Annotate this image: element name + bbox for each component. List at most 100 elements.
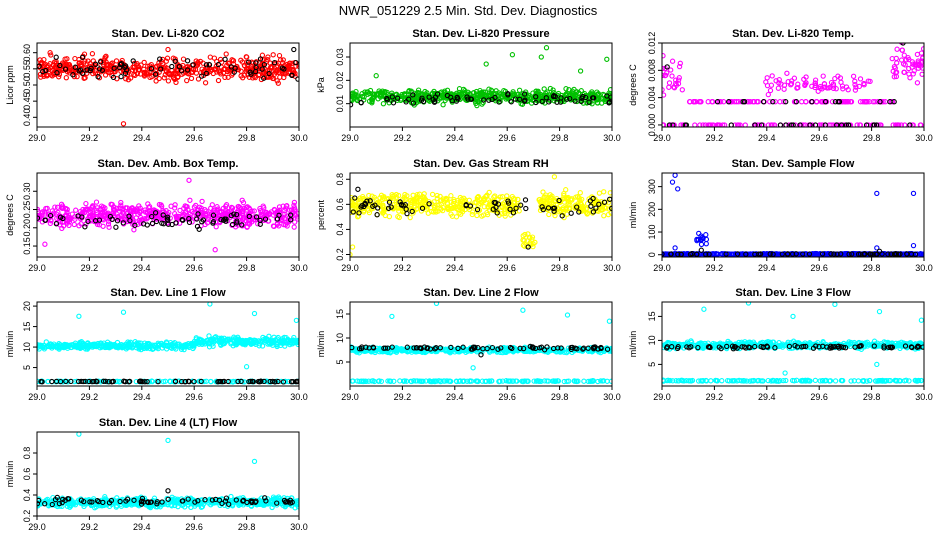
data-point <box>217 69 223 75</box>
data-point <box>42 241 48 247</box>
data-point <box>194 216 200 222</box>
data-point <box>461 378 467 384</box>
data-point <box>379 196 386 203</box>
data-point <box>900 61 907 67</box>
data-point <box>152 68 159 74</box>
panel-title: Stan. Dev. Line 1 Flow <box>110 287 226 299</box>
points <box>37 302 299 385</box>
data-point <box>510 210 517 216</box>
data-point <box>849 251 855 257</box>
data-point <box>426 201 432 207</box>
data-point <box>440 102 446 108</box>
points <box>37 46 299 127</box>
data-point <box>101 58 107 64</box>
data-point <box>38 342 44 349</box>
data-point <box>433 207 439 214</box>
data-point <box>832 75 838 82</box>
data-point <box>366 192 372 199</box>
data-point <box>194 339 200 346</box>
data-point <box>195 76 202 82</box>
data-point <box>120 121 127 127</box>
y-tick-label: 0.01 <box>335 95 345 113</box>
x-tick-label: 29.4 <box>758 263 776 273</box>
data-point <box>480 99 486 106</box>
data-point <box>243 54 249 60</box>
y-tick-label: 0.4 <box>335 223 345 236</box>
data-point <box>295 76 299 82</box>
data-point <box>290 68 297 74</box>
data-point <box>243 364 250 370</box>
x-tick-label: 29.6 <box>185 392 203 402</box>
data-point <box>381 193 387 200</box>
data-point <box>662 122 666 127</box>
data-point <box>172 202 178 208</box>
data-point <box>564 349 570 356</box>
data-point <box>513 205 519 211</box>
data-point <box>140 221 147 227</box>
data-point <box>404 210 410 217</box>
y-tick-label: 10 <box>22 342 32 352</box>
data-point <box>550 87 556 93</box>
data-point <box>885 251 891 257</box>
data-point <box>87 61 93 67</box>
data-point <box>202 80 209 86</box>
data-point <box>402 92 408 99</box>
data-point <box>697 99 704 105</box>
data-point <box>522 378 528 384</box>
data-point <box>175 378 182 384</box>
data-point <box>809 122 816 127</box>
data-point <box>440 196 446 202</box>
data-point <box>544 378 550 384</box>
data-point <box>100 223 106 229</box>
data-point <box>419 205 426 211</box>
data-point <box>391 201 398 208</box>
data-point <box>474 206 481 213</box>
data-point <box>407 214 413 221</box>
data-point <box>481 95 487 101</box>
data-point <box>95 340 101 347</box>
series-selected <box>37 210 294 232</box>
y-tick-label: 200 <box>647 202 657 217</box>
data-point <box>483 61 489 67</box>
data-point <box>862 99 868 105</box>
data-point <box>89 205 95 211</box>
data-point <box>190 62 196 68</box>
data-point <box>380 209 387 215</box>
data-point <box>451 198 457 205</box>
data-point <box>160 212 166 218</box>
data-point <box>59 343 66 349</box>
data-point <box>752 122 758 127</box>
data-point <box>865 122 872 127</box>
data-point <box>47 220 54 227</box>
data-point <box>227 378 233 385</box>
data-point <box>507 98 514 104</box>
data-point <box>132 339 138 345</box>
data-point <box>703 251 709 257</box>
x-tick-label: 29.4 <box>446 263 464 273</box>
data-point <box>81 75 87 81</box>
data-point <box>873 122 880 127</box>
points <box>662 173 924 257</box>
data-point <box>231 69 237 75</box>
data-point <box>838 251 844 257</box>
data-point <box>793 251 799 257</box>
x-tick-label: 29.6 <box>498 133 516 143</box>
data-point <box>838 99 845 105</box>
data-point <box>48 52 54 58</box>
data-point <box>410 100 417 106</box>
data-point <box>37 212 41 219</box>
data-point <box>767 99 773 105</box>
data-point <box>716 99 722 105</box>
data-point <box>876 248 883 254</box>
data-point <box>418 208 425 214</box>
data-point <box>98 206 104 212</box>
data-point <box>580 346 586 352</box>
data-point <box>734 251 741 257</box>
data-point <box>141 344 147 350</box>
data-point <box>561 378 567 385</box>
data-point <box>770 251 776 257</box>
data-point <box>428 378 435 385</box>
data-point <box>136 67 143 73</box>
data-point <box>169 221 175 228</box>
